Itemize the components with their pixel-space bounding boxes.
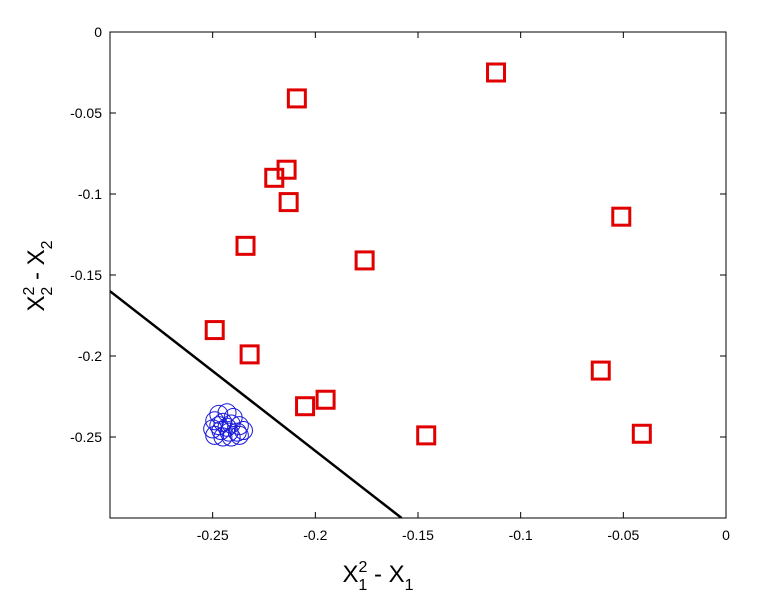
x-tick-label: -0.2 [303, 527, 327, 543]
y-axis-label: X22 - X2 [21, 240, 56, 311]
square-marker [590, 360, 611, 381]
x-tick-label: -0.05 [607, 527, 639, 543]
circle-marker [209, 416, 229, 436]
circle-marker [217, 417, 237, 437]
square-marker [416, 425, 437, 446]
square-marker [486, 62, 507, 83]
y-tick-label: -0.2 [78, 348, 102, 364]
circle-marker [219, 422, 239, 442]
circle-marker [227, 422, 247, 442]
circle-marker [213, 427, 233, 447]
square-marker [204, 320, 225, 341]
x-tick-label: -0.1 [509, 527, 533, 543]
square-marker [278, 192, 299, 213]
y-tick-label: 0 [94, 24, 102, 40]
square-marker [286, 88, 307, 109]
decision-boundary-line [110, 290, 403, 518]
square-marker [631, 423, 652, 444]
y-tick-label: -0.25 [70, 429, 102, 445]
circle-marker [233, 421, 253, 441]
x-tick-label: 0 [722, 527, 730, 543]
circle-marker [221, 427, 241, 447]
x-tick-label: -0.15 [402, 527, 434, 543]
square-marker [239, 344, 260, 365]
x-tick-label: -0.25 [197, 527, 229, 543]
data-layer [110, 62, 652, 518]
square-marker [295, 396, 316, 417]
circle-marker [205, 411, 225, 431]
y-tick-label: -0.1 [78, 186, 102, 202]
square-marker [354, 250, 375, 271]
square-marker [611, 206, 632, 227]
x-axis-label: X2 1 - X1 [342, 559, 413, 594]
square-marker [235, 235, 256, 256]
ticks-layer: -0.25 -0.2 -0.15 -0.1 -0.05 0 0 -0.05 -0.1 -0.15 -… [70, 24, 730, 543]
y-tick-label: -0.15 [70, 267, 102, 283]
y-tick-label: -0.05 [70, 105, 102, 121]
square-marker [315, 389, 336, 410]
square-marker [264, 167, 285, 188]
